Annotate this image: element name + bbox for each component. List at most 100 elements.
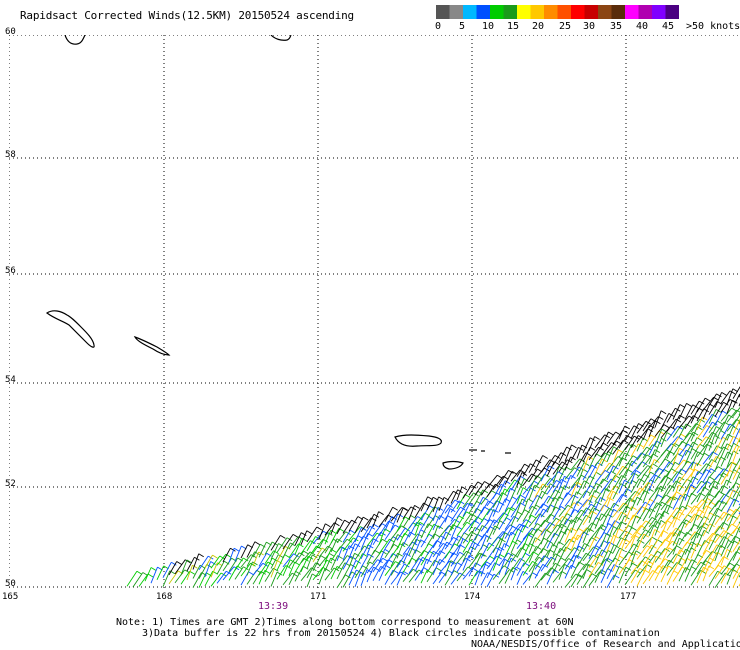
wind-barb [678,485,691,501]
wind-barb-flag [535,546,542,550]
wind-barb [648,487,659,501]
wind-barb [594,434,606,448]
wind-barb [684,547,692,564]
wind-barb [642,499,651,513]
wind-barb-flag [692,476,699,481]
wind-barb [546,569,555,585]
wind-barb [642,425,650,441]
wind-barb [732,393,740,408]
wind-barb-flag [599,571,605,576]
wind-barb [678,449,687,465]
wind-barb [606,456,619,472]
wind-barb-flag [414,505,420,509]
wind-barb [498,569,510,585]
wind-barb [618,480,625,494]
wind-barb-flag [664,558,671,563]
wind-barb [696,540,706,557]
wind-barb [384,561,396,576]
wind-barb [630,568,641,584]
wind-barb [258,541,267,558]
wind-barb [516,543,525,558]
wind-barb [612,537,622,554]
wind-barb-flag [608,523,614,527]
wind-barb [654,428,663,446]
wind-barb [672,495,681,510]
wind-barb [456,550,467,564]
wind-barb [192,564,201,579]
wind-barb [690,570,702,586]
wind-barb-flag [661,501,667,506]
wind-barb [528,459,537,473]
wind-barb [606,557,616,571]
wind-barb [264,550,274,564]
wind-barb [450,525,458,540]
wind-barb-flag [682,521,688,526]
wind-barb-flag [362,565,368,570]
wind-barb [732,546,740,561]
wind-barb [516,463,525,477]
wind-barb-flag [589,437,596,442]
wind-barb [414,557,423,572]
wind-barb [720,540,729,557]
wind-barb-flag [461,486,468,491]
wind-barb-flag [649,499,656,503]
wind-barb [462,555,470,571]
wind-barb [540,465,550,482]
wind-barb [684,476,694,492]
wind-barb [582,447,591,463]
wind-barb-flag [403,507,409,511]
wind-barb [444,537,454,550]
wind-barb [294,538,303,555]
wind-barb-flag [292,534,299,538]
wind-barb [462,531,472,544]
wind-barb-flag [705,469,712,473]
wind-barb [612,521,622,536]
wind-barb [702,485,714,501]
wind-barb-flag [499,520,506,525]
wind-barb [336,562,346,580]
wind-barb [594,478,604,493]
wind-barb [714,536,725,552]
wind-barb [474,506,485,523]
wind-barb [594,497,601,511]
wind-barb [492,484,502,499]
wind-barb [492,546,500,562]
wind-barb [588,490,596,505]
wind-barb [198,555,209,570]
wind-barb [546,455,556,468]
wind-barb [726,563,737,576]
wind-barb [384,569,394,585]
wind-barb [558,546,567,562]
wind-barb [654,539,666,554]
wind-barb [654,475,666,491]
lat-label-58: 58 [5,150,16,160]
wind-barb [546,517,557,531]
pribilof-area-2 [442,460,464,470]
wind-barb [378,528,386,545]
wind-barb [684,404,694,420]
wind-barb [582,522,593,535]
wind-barb [366,538,374,556]
wind-barb [402,531,411,546]
wind-barb [684,566,692,582]
wind-barb [504,507,512,521]
wind-barb [372,566,382,582]
wind-barb-flag [709,557,715,562]
wind-barb [630,435,639,449]
wind-barb [372,538,383,555]
wind-barb [234,557,244,571]
wind-barb [648,502,658,519]
wind-barb-flag [578,545,585,550]
wind-barb-flag [703,530,710,534]
wind-barb-flag [588,528,595,532]
wind-barb [708,409,717,424]
wind-barb-flag [586,569,592,573]
wind-barb-flag [511,553,518,557]
wind-barb [648,551,658,564]
wind-barb [252,543,261,558]
wind-barb [528,504,537,518]
wind-barb-flag [316,526,323,531]
wind-barb [366,566,374,583]
wind-barb [414,550,425,563]
wind-barb [468,542,476,559]
